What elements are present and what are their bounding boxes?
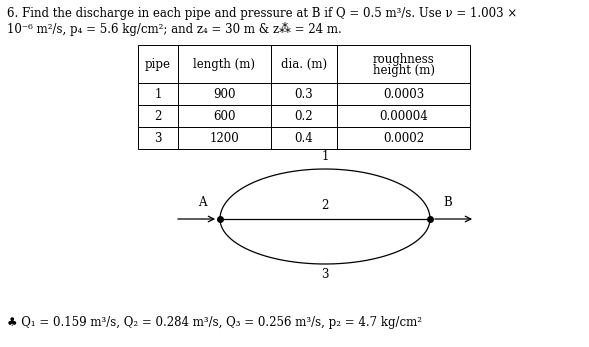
- Bar: [271, 83, 337, 105]
- Text: 0.4: 0.4: [294, 132, 313, 144]
- Text: 3: 3: [321, 268, 329, 281]
- Bar: [178, 127, 271, 149]
- Bar: [337, 127, 470, 149]
- Bar: [178, 83, 271, 105]
- Bar: [271, 127, 337, 149]
- Bar: [337, 45, 470, 83]
- Bar: [178, 45, 271, 83]
- Bar: [178, 105, 271, 127]
- Text: 1200: 1200: [210, 132, 239, 144]
- Text: 3: 3: [154, 132, 161, 144]
- Bar: [138, 127, 178, 149]
- Bar: [337, 105, 470, 127]
- Bar: [271, 45, 337, 83]
- Text: A: A: [198, 196, 206, 209]
- Text: 1: 1: [154, 87, 161, 101]
- Text: 600: 600: [213, 110, 236, 122]
- Text: 0.0002: 0.0002: [383, 132, 424, 144]
- Text: height (m): height (m): [373, 64, 435, 76]
- Text: 0.2: 0.2: [294, 110, 313, 122]
- Text: 6. Find the discharge in each pipe and pressure at B if Q = 0.5 m³/s. Use ν = 1.: 6. Find the discharge in each pipe and p…: [7, 7, 517, 20]
- Text: 1: 1: [322, 150, 329, 163]
- Bar: [138, 45, 178, 83]
- Text: 0.00004: 0.00004: [379, 110, 428, 122]
- Text: 2: 2: [322, 199, 329, 212]
- Text: 2: 2: [154, 110, 161, 122]
- Text: roughness: roughness: [373, 52, 435, 66]
- Text: dia. (m): dia. (m): [281, 58, 327, 70]
- Text: 0.0003: 0.0003: [383, 87, 424, 101]
- Text: B: B: [444, 196, 452, 209]
- Text: length (m): length (m): [193, 58, 255, 70]
- Bar: [337, 83, 470, 105]
- Text: 10⁻⁶ m²/s, p₄ = 5.6 kg/cm²; and z₄ = 30 m & z⁂ = 24 m.: 10⁻⁶ m²/s, p₄ = 5.6 kg/cm²; and z₄ = 30 …: [7, 22, 342, 36]
- Text: 0.3: 0.3: [294, 87, 313, 101]
- Text: pipe: pipe: [145, 58, 171, 70]
- Bar: [138, 105, 178, 127]
- Bar: [271, 105, 337, 127]
- Text: ♣ Q₁ = 0.159 m³/s, Q₂ = 0.284 m³/s, Q₃ = 0.256 m³/s, p₂ = 4.7 kg/cm²: ♣ Q₁ = 0.159 m³/s, Q₂ = 0.284 m³/s, Q₃ =…: [7, 316, 422, 329]
- Bar: [138, 83, 178, 105]
- Text: 900: 900: [213, 87, 236, 101]
